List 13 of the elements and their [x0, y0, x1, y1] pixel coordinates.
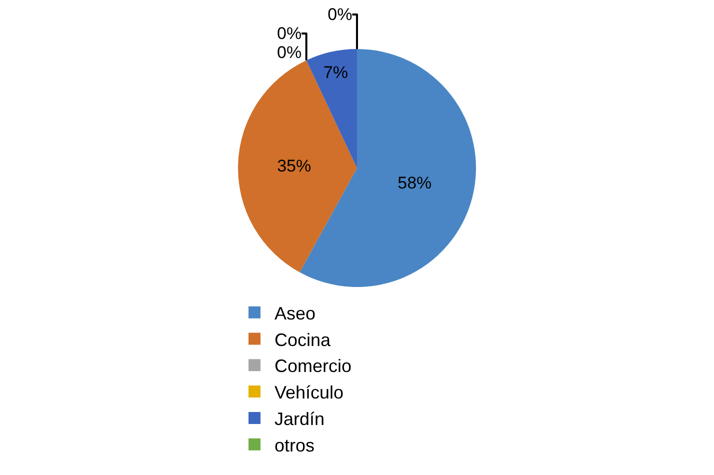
data-label: 35%	[277, 156, 312, 176]
legend-label: Comercio	[274, 356, 352, 376]
text: 0%	[277, 24, 302, 44]
pie-slice	[238, 60, 357, 272]
legend-label: Cocina	[274, 330, 332, 350]
text: 0%	[277, 43, 302, 62]
legend-label: Vehículo	[274, 382, 344, 403]
legend-label: otros	[274, 435, 315, 456]
data-label: 58%	[398, 173, 432, 192]
legend-label: Aseo	[274, 303, 316, 324]
text: 0%	[328, 5, 352, 24]
data-label: 7%	[323, 63, 348, 82]
legend-label: Jardín	[274, 408, 325, 429]
